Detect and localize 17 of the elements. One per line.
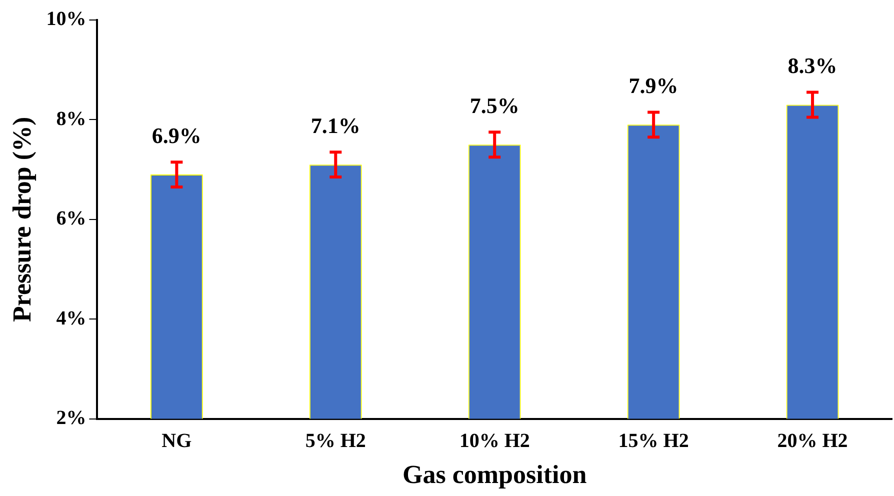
y-tick-label: 10% <box>46 8 86 30</box>
x-tick-label: 5% H2 <box>305 430 366 452</box>
data-label: 7.1% <box>310 112 360 138</box>
data-label: 7.9% <box>628 72 678 98</box>
data-label: 7.5% <box>470 92 520 118</box>
x-tick-label: NG <box>162 430 192 452</box>
x-tick-label: 15% H2 <box>618 430 689 452</box>
y-tick-label: 6% <box>56 208 86 230</box>
y-tick-label: 2% <box>56 406 86 429</box>
x-axis-title: Gas composition <box>402 460 588 490</box>
x-tick-label: 20% H2 <box>777 430 848 452</box>
y-axis-title: Pressure drop (%) <box>7 116 36 322</box>
y-tick-label: 8% <box>56 108 86 130</box>
data-label: 6.9% <box>152 122 202 148</box>
y-tick-label: 4% <box>56 307 86 330</box>
x-tick-label: 10% H2 <box>459 430 530 452</box>
data-label: 8.3% <box>788 52 838 78</box>
